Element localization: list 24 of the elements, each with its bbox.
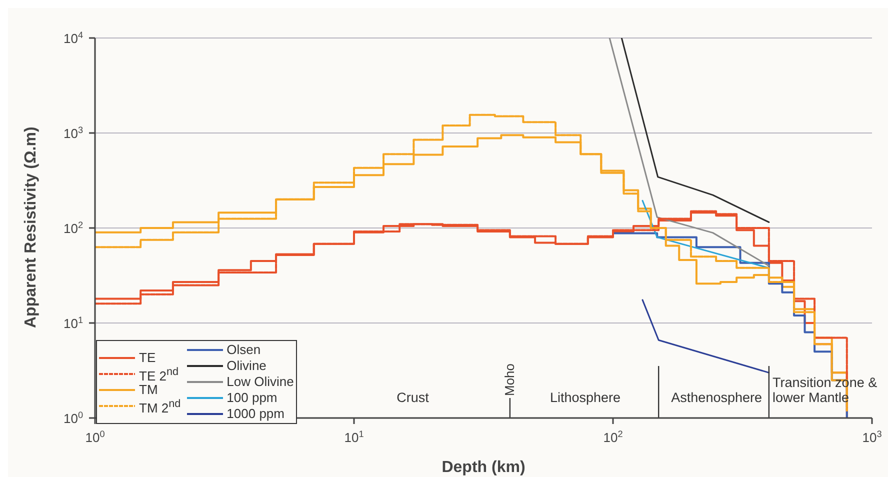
legend-label: TE 2$^{nd}$ [139,364,179,384]
x-axis-title: Depth (km) [442,459,526,476]
legend-label: 1000 ppm [226,406,284,422]
ref-line-label: Moho [502,363,517,396]
annotation: Crust [396,390,430,405]
annotation: Lithosphere [550,390,621,405]
y-tick-label: 10$^{1}$ [63,315,83,331]
y-axis-title: Apparent Resistivity (Ω.m) [22,126,40,328]
x-tick-label: 10$^{2}$ [603,429,623,445]
legend-label: Olsen [226,342,261,358]
legend-label: TM 2$^{nd}$ [139,396,181,416]
y-tick-label: 10$^{0}$ [63,410,83,426]
x-tick-label: 10$^{0}$ [85,429,105,445]
x-tick-label: 10$^{1}$ [344,429,364,445]
legend-label: Olivine [226,358,266,374]
y-tick-label: 10$^{2}$ [63,220,83,236]
x-tick-label: 10$^{3}$ [862,429,882,445]
legend-label: TM [139,382,158,398]
y-tick-label: 10$^{3}$ [63,125,83,141]
y-tick-label: 10$^{4}$ [63,30,83,46]
legend-label: TE [139,350,156,366]
legend-label: 100 ppm [226,390,278,406]
annotation: Asthenosphere [671,390,762,405]
legend-label: Low Olivine [226,374,294,390]
